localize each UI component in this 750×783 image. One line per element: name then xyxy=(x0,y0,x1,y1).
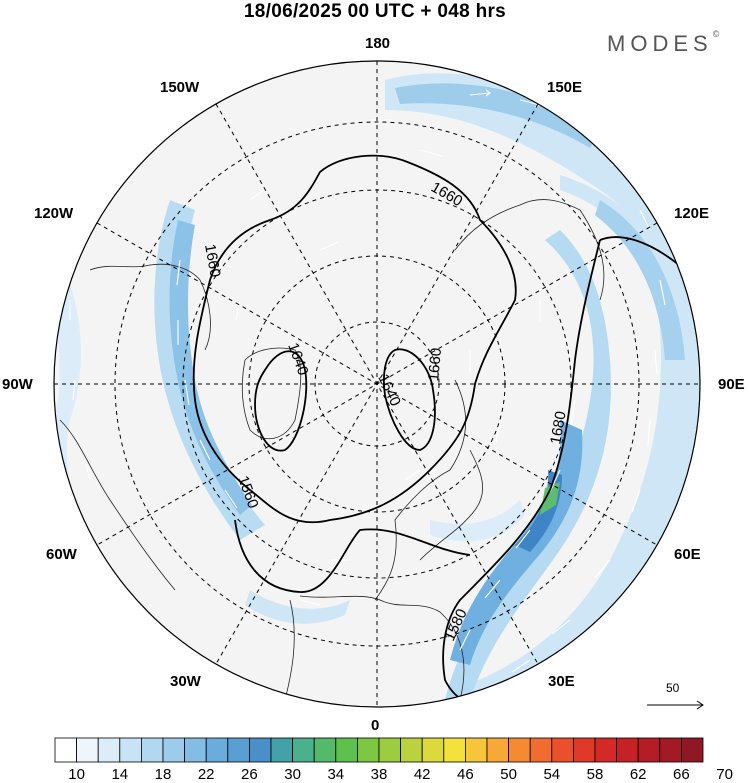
colorbar-swatch xyxy=(335,737,358,763)
jet-core-pacific xyxy=(395,83,600,148)
lon-label-120e: 120E xyxy=(674,205,710,222)
coast-africa-europe xyxy=(284,595,465,701)
reference-vector-label: 50 xyxy=(666,681,680,695)
colorbar-label: 14 xyxy=(111,766,129,783)
reference-vector-arrow xyxy=(647,700,704,710)
lon-label-150e: 150E xyxy=(547,79,583,96)
lon-label-30w: 30W xyxy=(170,673,201,690)
contour-1680-top xyxy=(599,236,686,271)
lon-label-60w: 60W xyxy=(46,546,77,563)
colorbar-label: 38 xyxy=(370,766,388,783)
contour-1560 xyxy=(234,519,471,593)
coast-scandinavia xyxy=(374,379,467,601)
colorbar-swatch xyxy=(594,737,618,763)
colorbar-swatch xyxy=(248,737,272,763)
colorbar-swatch xyxy=(54,737,78,763)
contour-label-1660-left: 1660 xyxy=(201,243,224,279)
contour-1680 xyxy=(442,239,601,706)
lon-label-90w: 90W xyxy=(2,376,33,393)
colorbar-label: 22 xyxy=(197,766,215,783)
colorbar-swatch xyxy=(400,737,423,763)
colorbar-label: 26 xyxy=(241,766,258,783)
coast-greenland xyxy=(241,347,302,439)
colorbar-label: 10 xyxy=(68,766,85,783)
colorbar-swatch xyxy=(270,737,294,763)
logo-text: MODES xyxy=(607,31,713,56)
contour-label-1660-right: 1660 xyxy=(425,347,445,382)
coast-baltic xyxy=(419,449,483,561)
lon-label-0: 0 xyxy=(371,717,380,734)
colorbar-swatch xyxy=(378,737,402,763)
jet-asia-core xyxy=(595,200,685,360)
colorbar-swatch xyxy=(97,737,121,763)
copyright-mark: © xyxy=(712,29,720,39)
colorbar-swatch xyxy=(508,737,531,763)
colorbar-swatch xyxy=(162,737,186,763)
height-contours xyxy=(192,154,686,706)
colorbar-swatch xyxy=(76,737,99,763)
colorbar-label: 34 xyxy=(327,766,345,783)
colorbar-label: 46 xyxy=(457,766,474,783)
colorbar-swatch xyxy=(292,737,315,763)
coast-north-america xyxy=(59,419,176,591)
colorbar-swatch xyxy=(464,737,488,763)
colorbar-swatch xyxy=(573,737,596,763)
lon-label-150w: 150W xyxy=(160,79,200,96)
colorbar-swatch xyxy=(443,737,466,763)
lon-label-30e: 30E xyxy=(548,673,575,690)
colorbar-swatch xyxy=(659,737,682,763)
contour-1640-left xyxy=(254,350,308,452)
chart-title: 18/06/2025 00 UTC + 048 hrs xyxy=(243,1,507,22)
colorbar-swatch xyxy=(681,737,704,763)
colorbar-swatch xyxy=(184,737,207,763)
colorbar-label: 50 xyxy=(500,766,517,783)
jet-core-asia xyxy=(450,420,583,665)
map-border xyxy=(53,60,701,708)
contour-1660 xyxy=(192,154,517,524)
jet-atlantic xyxy=(245,590,350,624)
colorbar-swatch xyxy=(529,737,553,763)
modes-logo: MODES© xyxy=(607,29,720,57)
coast-alaska xyxy=(89,263,211,351)
lon-label-120w: 120W xyxy=(34,205,74,222)
graticule xyxy=(54,61,700,707)
colorbar-label: 58 xyxy=(586,766,604,783)
colorbar-label: 66 xyxy=(673,766,690,783)
colorbar-swatch xyxy=(205,737,229,763)
colorbar-swatch xyxy=(637,737,661,763)
colorbar-label: 18 xyxy=(154,766,172,783)
colorbar-label: 42 xyxy=(413,766,431,783)
contour-1640-center xyxy=(382,348,436,451)
lon-label-180: 180 xyxy=(365,35,391,52)
colorbar-label: 54 xyxy=(543,766,561,783)
lon-label-90e: 90E xyxy=(718,376,745,393)
jet-core-america xyxy=(169,220,252,515)
colorbar-swatch xyxy=(141,737,164,763)
colorbar-swatch xyxy=(356,737,380,763)
coast-siberia xyxy=(454,199,605,301)
lon-label-60e: 60E xyxy=(674,546,701,563)
colorbar-label: 70 xyxy=(716,766,733,783)
colorbar-swatch xyxy=(227,737,250,763)
colorbar-swatch xyxy=(616,737,639,763)
colorbar xyxy=(54,737,704,763)
contour-label-1680: 1680 xyxy=(547,410,570,446)
colorbar-swatch xyxy=(313,737,337,763)
colorbar-swatch xyxy=(119,737,142,763)
colorbar-swatch xyxy=(486,737,510,763)
colorbar-swatch xyxy=(551,737,574,763)
jet-peak-green xyxy=(540,482,560,515)
colorbar-label: 30 xyxy=(284,766,301,783)
colorbar-swatch xyxy=(421,737,445,763)
colorbar-label: 62 xyxy=(629,766,647,783)
